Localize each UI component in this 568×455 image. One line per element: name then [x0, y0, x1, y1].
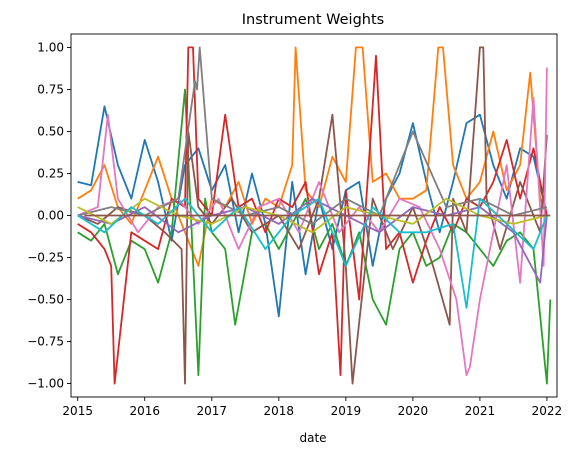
y-tick-label: −0.50: [27, 293, 64, 307]
y-tick-label: −1.00: [27, 377, 64, 391]
y-tick-label: 0.50: [37, 124, 64, 138]
y-tick-label: −0.75: [27, 335, 64, 349]
x-tick-label: 2020: [398, 404, 429, 418]
x-axis-label: date: [299, 431, 326, 445]
x-tick-label: 2019: [331, 404, 362, 418]
series-layer: [77, 46, 552, 385]
y-tick-label: 0.00: [37, 209, 64, 223]
x-tick-label: 2018: [264, 404, 295, 418]
x-tick-label: 2015: [62, 404, 93, 418]
series-line-9: [77, 197, 548, 309]
x-tick-label: 2016: [129, 404, 160, 418]
y-tick-label: 0.75: [37, 82, 64, 96]
x-axis: 2015 2016 2017 2018 2019 2020 2021 2022: [62, 397, 562, 418]
chart-title: Instrument Weights: [242, 12, 384, 28]
y-tick-label: −0.25: [27, 251, 64, 265]
series-line-0: [77, 105, 548, 318]
x-tick-label: 2022: [532, 404, 563, 418]
series-line-1: [77, 46, 548, 267]
y-tick-label: 1.00: [37, 40, 64, 54]
x-tick-label: 2017: [196, 404, 227, 418]
y-axis: −1.00 −0.75 −0.50 −0.25 0.00 0.25 0.50 0.75 1.00: [27, 40, 71, 391]
x-tick-label: 2021: [465, 404, 496, 418]
series-line-4: [77, 46, 548, 385]
y-tick-label: 0.25: [37, 166, 64, 180]
series-line-3: [77, 46, 548, 385]
series-line-8: [77, 197, 548, 234]
